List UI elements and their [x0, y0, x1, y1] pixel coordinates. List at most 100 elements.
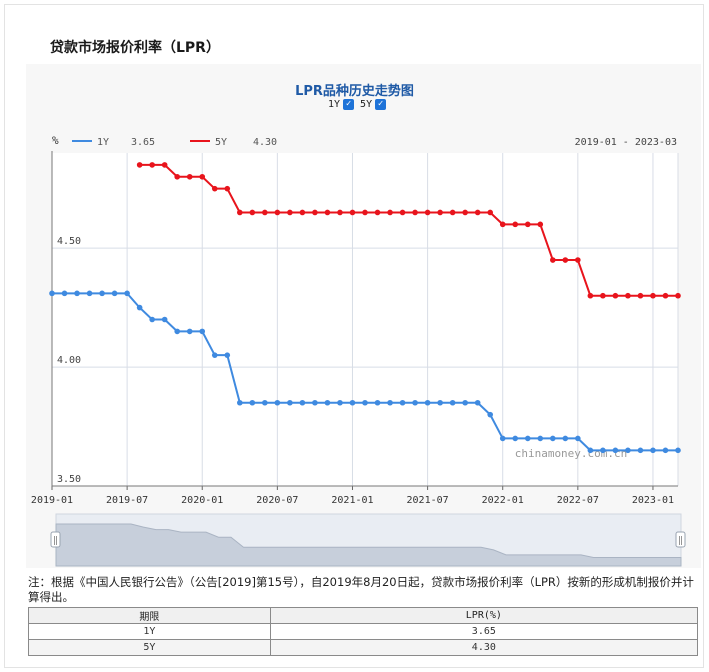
data-point-1y[interactable]: [211, 352, 218, 358]
data-point-1y[interactable]: [399, 399, 406, 406]
data-point-1y[interactable]: [74, 290, 80, 297]
data-point-5y[interactable]: [499, 221, 506, 228]
range-slider[interactable]: ‖ ‖: [50, 513, 686, 567]
data-point-5y[interactable]: [287, 209, 293, 216]
data-point-5y[interactable]: [174, 173, 180, 180]
data-point-5y[interactable]: [474, 209, 481, 216]
data-point-1y[interactable]: [650, 447, 656, 454]
data-point-1y[interactable]: [362, 399, 368, 406]
data-point-5y[interactable]: [399, 209, 406, 216]
data-point-5y[interactable]: [675, 292, 681, 299]
data-point-5y[interactable]: [249, 209, 256, 216]
data-point-1y[interactable]: [274, 399, 281, 406]
data-point-1y[interactable]: [224, 352, 231, 358]
data-point-1y[interactable]: [186, 328, 193, 335]
data-point-5y[interactable]: [262, 209, 268, 216]
data-point-5y[interactable]: [524, 221, 531, 228]
data-point-5y[interactable]: [575, 257, 581, 263]
data-point-5y[interactable]: [537, 221, 544, 228]
data-point-5y[interactable]: [449, 209, 456, 216]
data-point-1y[interactable]: [299, 399, 306, 406]
data-point-1y[interactable]: [487, 411, 494, 418]
data-point-5y[interactable]: [662, 292, 669, 299]
data-point-1y[interactable]: [374, 399, 381, 406]
data-point-5y[interactable]: [562, 257, 569, 263]
data-point-5y[interactable]: [136, 162, 143, 168]
data-point-1y[interactable]: [550, 435, 556, 442]
data-point-5y[interactable]: [186, 173, 193, 180]
slider-left-handle[interactable]: [50, 531, 61, 548]
data-point-5y[interactable]: [487, 209, 494, 216]
data-point-5y[interactable]: [625, 292, 631, 299]
data-point-1y[interactable]: [387, 399, 393, 406]
slider-right-handle[interactable]: [675, 531, 686, 548]
data-point-5y[interactable]: [199, 173, 206, 180]
data-point-5y[interactable]: [349, 209, 356, 216]
data-point-1y[interactable]: [337, 399, 343, 406]
data-point-1y[interactable]: [161, 316, 168, 323]
data-point-5y[interactable]: [387, 209, 393, 216]
data-point-5y[interactable]: [600, 292, 606, 299]
data-point-5y[interactable]: [587, 292, 594, 299]
data-point-1y[interactable]: [462, 399, 468, 406]
data-point-1y[interactable]: [287, 399, 293, 406]
data-point-1y[interactable]: [587, 447, 594, 454]
data-point-5y[interactable]: [650, 292, 656, 299]
data-point-1y[interactable]: [136, 304, 143, 311]
data-point-1y[interactable]: [99, 290, 105, 297]
data-point-5y[interactable]: [324, 209, 331, 216]
toggle-5y-checkbox[interactable]: ✓: [375, 99, 387, 110]
data-point-1y[interactable]: [312, 399, 318, 406]
data-point-5y[interactable]: [224, 185, 231, 192]
data-point-5y[interactable]: [462, 209, 468, 216]
data-point-5y[interactable]: [424, 209, 431, 216]
toggle-1y-checkbox[interactable]: ✓: [343, 99, 355, 110]
data-point-1y[interactable]: [199, 328, 206, 335]
data-point-5y[interactable]: [312, 209, 318, 216]
data-point-1y[interactable]: [562, 435, 569, 442]
data-point-1y[interactable]: [499, 435, 506, 442]
data-point-5y[interactable]: [211, 185, 218, 192]
data-point-1y[interactable]: [349, 399, 356, 406]
data-point-1y[interactable]: [124, 290, 130, 297]
data-point-5y[interactable]: [374, 209, 381, 216]
data-point-5y[interactable]: [161, 162, 168, 168]
data-point-1y[interactable]: [524, 435, 531, 442]
data-point-1y[interactable]: [675, 447, 681, 454]
data-point-5y[interactable]: [512, 221, 519, 228]
data-point-1y[interactable]: [512, 435, 519, 442]
data-point-5y[interactable]: [362, 209, 368, 216]
data-point-5y[interactable]: [637, 292, 644, 299]
data-point-5y[interactable]: [337, 209, 343, 216]
data-point-1y[interactable]: [662, 447, 669, 454]
data-point-1y[interactable]: [637, 447, 644, 454]
toggle-1y[interactable]: 1Y ✓: [328, 99, 355, 110]
data-point-1y[interactable]: [575, 435, 581, 442]
data-point-1y[interactable]: [449, 399, 456, 406]
data-point-5y[interactable]: [237, 209, 243, 216]
data-point-5y[interactable]: [274, 209, 281, 216]
data-point-1y[interactable]: [412, 399, 418, 406]
data-point-1y[interactable]: [174, 328, 180, 335]
data-point-5y[interactable]: [612, 292, 619, 299]
data-point-5y[interactable]: [550, 257, 556, 263]
data-point-1y[interactable]: [324, 399, 331, 406]
data-point-1y[interactable]: [625, 447, 631, 454]
data-point-1y[interactable]: [474, 399, 481, 406]
data-point-1y[interactable]: [86, 290, 93, 297]
data-point-1y[interactable]: [262, 399, 268, 406]
data-point-1y[interactable]: [424, 399, 431, 406]
data-point-1y[interactable]: [612, 447, 619, 454]
data-point-1y[interactable]: [111, 290, 118, 297]
data-point-5y[interactable]: [437, 209, 443, 216]
data-point-1y[interactable]: [61, 290, 68, 297]
data-point-1y[interactable]: [249, 399, 256, 406]
data-point-5y[interactable]: [299, 209, 306, 216]
data-point-1y[interactable]: [49, 290, 55, 297]
toggle-5y[interactable]: 5Y ✓: [360, 99, 387, 110]
data-point-1y[interactable]: [237, 399, 243, 406]
data-point-5y[interactable]: [412, 209, 418, 216]
data-point-1y[interactable]: [600, 447, 606, 454]
data-point-1y[interactable]: [537, 435, 544, 442]
data-point-1y[interactable]: [149, 316, 155, 323]
